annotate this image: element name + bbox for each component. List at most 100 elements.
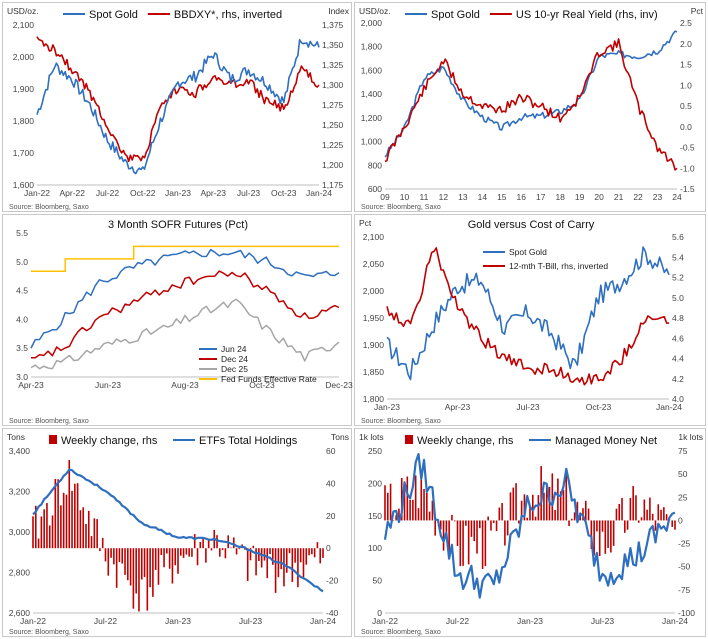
x-tick-label: Jan-24 xyxy=(656,402,682,412)
x-tick-label: Jan-22 xyxy=(24,188,50,198)
y2-tick-label: 75 xyxy=(678,446,688,456)
source-note: Source: Bloomberg, Saxo xyxy=(361,418,441,425)
bar-weekly-change xyxy=(249,548,252,561)
bar-weekly-change xyxy=(473,520,476,542)
bar-weekly-change xyxy=(149,548,151,588)
right-axis-unit: Pct xyxy=(691,6,704,16)
bar-weekly-change xyxy=(219,548,221,557)
bar-weekly-change xyxy=(559,491,562,521)
bar-weekly-change xyxy=(562,489,565,521)
bar-weekly-change xyxy=(515,483,517,521)
bar-weekly-change xyxy=(626,520,629,530)
bar-weekly-change xyxy=(386,492,389,521)
bar-weekly-change xyxy=(99,548,101,552)
y-tick-label: 600 xyxy=(368,184,382,194)
bar-weekly-change xyxy=(82,507,84,549)
x-tick-label: 24 xyxy=(672,192,682,202)
legend-label: BBDXY*, rhs, inverted xyxy=(174,9,282,21)
legend-label: US 10-yr Real Yield (rhs, inv) xyxy=(516,9,658,21)
x-tick-label: 16 xyxy=(517,192,527,202)
x-tick-label: Oct-23 xyxy=(586,402,612,412)
bar-weekly-change xyxy=(640,517,643,521)
bar-weekly-change xyxy=(90,536,93,549)
y-tick-label: 1,800 xyxy=(363,394,385,404)
y-tick-label: 4.0 xyxy=(16,314,28,324)
y2-tick-label: 0.0 xyxy=(680,122,692,132)
y-tick-label: 1,950 xyxy=(363,313,385,323)
y2-tick-label: 5.4 xyxy=(672,252,684,262)
bar-weekly-change xyxy=(534,516,537,521)
bar-weekly-change xyxy=(166,548,168,554)
bar-weekly-change xyxy=(456,520,459,547)
bar-weekly-change xyxy=(551,473,554,521)
bar-weekly-change xyxy=(428,511,431,521)
y2-tick-label: 1,225 xyxy=(322,140,344,150)
bar-weekly-change xyxy=(604,520,607,554)
bar-weekly-change xyxy=(476,520,478,554)
x-tick-label: Apr-23 xyxy=(200,188,226,198)
bar-weekly-change xyxy=(590,520,593,550)
y2-tick-label: 1,325 xyxy=(322,60,344,70)
x-tick-label: 20 xyxy=(594,192,604,202)
bar-weekly-change xyxy=(124,548,126,575)
bar-weekly-change xyxy=(48,525,51,549)
bar-weekly-change xyxy=(540,466,542,521)
series-line-fed-funds xyxy=(31,245,339,272)
bar-weekly-change xyxy=(65,494,68,549)
source-note: Source: Bloomberg, Saxo xyxy=(361,204,441,211)
y-tick-label: 5.0 xyxy=(16,257,28,267)
legend-label: Managed Money Net xyxy=(555,435,657,447)
series-line-managed-money xyxy=(383,453,676,599)
x-tick-label: 23 xyxy=(653,192,663,202)
bar-weekly-change xyxy=(479,520,481,529)
bar-weekly-change xyxy=(504,520,506,546)
left-axis-unit: Tons xyxy=(7,432,25,442)
bar-weekly-change xyxy=(127,548,129,581)
bar-weekly-change xyxy=(568,520,570,527)
bar-weekly-change xyxy=(299,548,302,563)
bar-weekly-change xyxy=(403,488,406,521)
y-tick-label: 1,200 xyxy=(361,113,383,123)
bar-weekly-change xyxy=(115,548,118,588)
y2-tick-label: 1.0 xyxy=(680,80,692,90)
bar-weekly-change xyxy=(129,548,132,586)
bar-weekly-change xyxy=(288,548,291,554)
left-axis-unit: USD/oz. xyxy=(7,6,39,16)
y-tick-label: 1,600 xyxy=(13,180,35,190)
y2-tick-label: 1,300 xyxy=(322,80,344,90)
bar-weekly-change xyxy=(305,548,308,565)
legend-label: Fed Funds Effective Rate xyxy=(221,374,317,384)
bar-weekly-change xyxy=(177,548,179,574)
bar-weekly-change xyxy=(154,548,157,570)
y-tick-label: 1,900 xyxy=(363,340,385,350)
y-tick-label: 1,700 xyxy=(13,148,35,158)
bar-weekly-change xyxy=(487,516,489,521)
x-tick-label: Jul-22 xyxy=(446,616,469,626)
y2-tick-label: -50 xyxy=(678,562,691,572)
y2-tick-label: -100 xyxy=(678,608,695,618)
chart-panel-gold-vs-bbdxy: 1,600 1,700 1,800 1,900 2,000 2,100 1,175 1,200… xyxy=(2,2,352,212)
bar-weekly-change xyxy=(96,519,98,549)
bar-weekly-change xyxy=(434,520,436,536)
y-tick-label: 250 xyxy=(368,446,382,456)
y-tick-label: 2,100 xyxy=(363,232,385,242)
y2-tick-label: 4.8 xyxy=(672,313,684,323)
bar-weekly-change xyxy=(107,548,110,576)
bar-weekly-change xyxy=(618,503,621,521)
bar-weekly-change xyxy=(610,520,612,553)
bar-weekly-change xyxy=(71,490,73,549)
bar-weekly-change xyxy=(40,516,43,549)
bar-weekly-change xyxy=(146,548,149,611)
bar-weekly-change xyxy=(598,520,601,556)
legend-label: Spot Gold xyxy=(431,9,480,21)
bar-weekly-change xyxy=(576,501,579,521)
right-axis-unit: Tons xyxy=(331,432,349,442)
x-tick-label: Jul-22 xyxy=(94,616,117,626)
y-tick-label: 3,400 xyxy=(9,446,31,456)
bar-weekly-change xyxy=(235,548,238,555)
x-tick-label: Jan-23 xyxy=(165,616,191,626)
y-tick-label: 800 xyxy=(368,160,382,170)
bar-weekly-change xyxy=(51,515,54,549)
y2-tick-label: 1.5 xyxy=(680,60,692,70)
chart-svg: 2,600 2,800 3,000 3,200 3,400 -40 -20 0 20 40 60 Ja… xyxy=(7,432,349,636)
